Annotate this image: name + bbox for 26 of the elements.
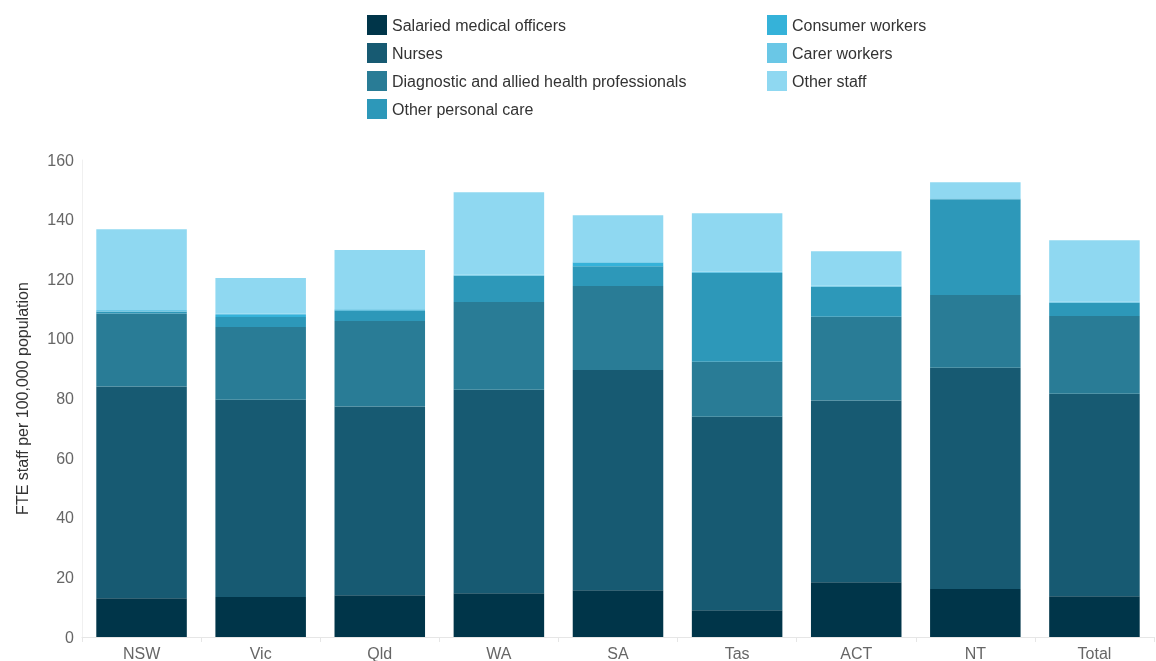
legend-label: Other personal care <box>392 100 534 118</box>
x-tick-label: ACT <box>840 644 873 661</box>
legend-label: Nurses <box>392 44 443 62</box>
x-tick-label: Total <box>1077 644 1112 661</box>
legend-label: Carer workers <box>792 44 893 62</box>
x-tick-label: NSW <box>122 644 162 661</box>
legend-label: Diagnostic and allied health professionals <box>392 72 687 90</box>
legend-label: Salaried medical officers <box>392 16 567 34</box>
y-tick-label: 120 <box>47 270 75 288</box>
x-tick-label: SA <box>607 644 629 661</box>
x-tick-label: Vic <box>249 644 272 661</box>
x-tick-label: WA <box>486 644 512 661</box>
x-tick-label: NT <box>964 644 987 661</box>
legend-label: Other staff <box>792 72 867 90</box>
x-tick-label: Tas <box>724 644 750 661</box>
x-tick-label: Qld <box>367 644 393 661</box>
y-tick-label: 100 <box>47 330 75 348</box>
y-axis-title: FTE staff per 100,000 population <box>13 282 31 515</box>
y-tick-label: 40 <box>56 509 75 527</box>
y-tick-label: 80 <box>56 390 75 407</box>
y-tick-label: 0 <box>65 628 75 646</box>
y-tick-label: 60 <box>56 449 75 467</box>
legend-label: Consumer workers <box>792 16 927 34</box>
y-tick-label: 140 <box>47 211 75 229</box>
y-tick-label: 160 <box>47 151 75 169</box>
y-tick-label: 20 <box>56 568 75 586</box>
